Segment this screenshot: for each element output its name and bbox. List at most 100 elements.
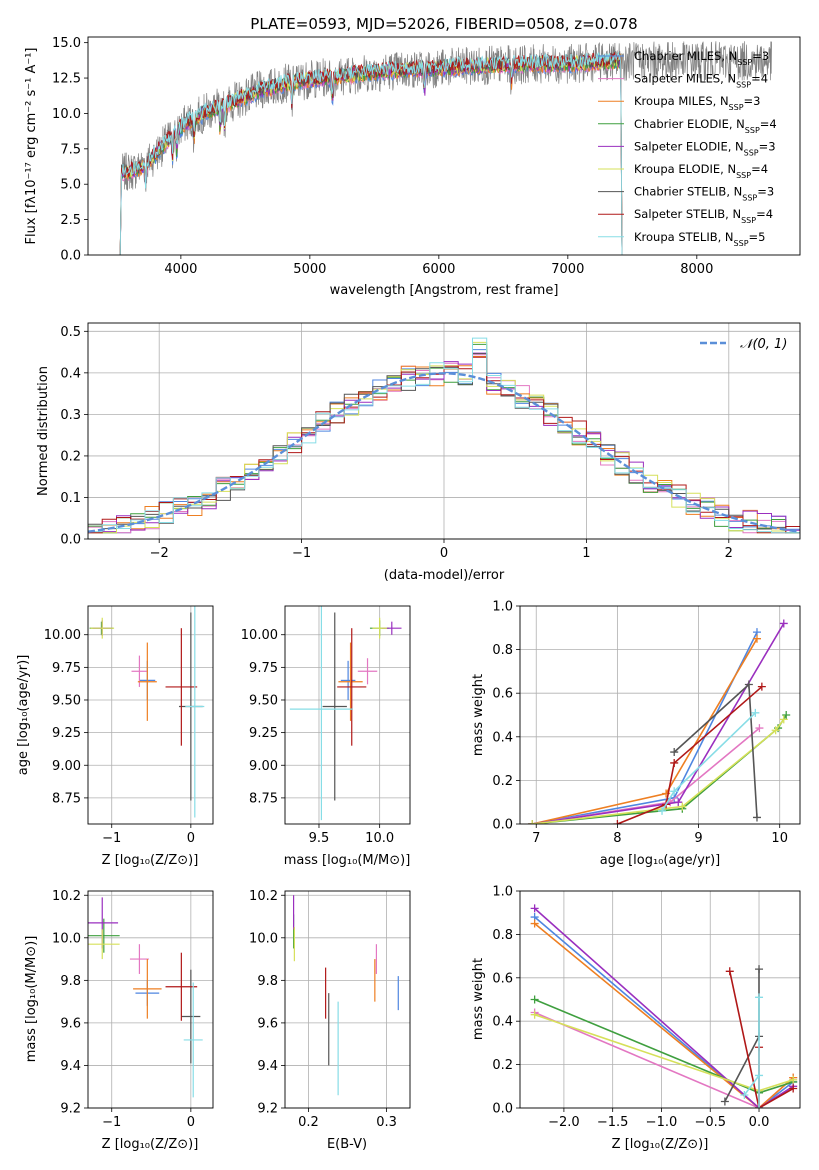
residuals-ytick-label: 0.5 [60, 325, 81, 340]
massweight-vs-age-ytick-label: 0.2 [492, 774, 513, 789]
massweight-vs-age-axes-frame [519, 605, 801, 825]
spectrum-ylabel: Flux [fλ10⁻¹⁷ erg cm⁻² s⁻¹ A⁻¹] [24, 48, 39, 245]
spectrum-ticks: 4000 5000 6000 7000 8000 0.0 2.5 5.0 7.5 10.0 12.5… [52, 36, 713, 277]
residuals-xtick-label: 1 [582, 546, 590, 561]
massweight-vs-Z-ytick-label: 0.8 [492, 928, 513, 943]
series-line-kroupa-miles [534, 922, 794, 1108]
residuals-ylabel: Normed distribution [36, 366, 51, 496]
spectrum-xtick-label: 8000 [680, 262, 713, 277]
massweight-vs-Z-ytick-label: 0.6 [492, 971, 513, 986]
age-vs-Z-xtick-label: 0 [187, 831, 195, 846]
age-vs-mass-ticks: 9.5 10.0 8.75 9.00 9.25 9.50 9.75 10.00 [241, 628, 394, 846]
spectrum-legend: Chabrier MILES, NSSP=3 Salpeter MILES, NS… [598, 49, 777, 247]
model-spectrum-salpeter-stelib [119, 52, 623, 255]
spectrum-xtick-label: 7000 [551, 262, 584, 277]
series-marker-salpeter-stelib [789, 1084, 798, 1093]
massweight-vs-Z-panel: −2.0 −1.5 −1.0 −0.5 0.0 0.0 0.2 0.4 0.6 0.8 1.0 Z … [471, 885, 801, 1152]
legend-label-kroupa-elodie: Kroupa ELODIE, NSSP=4 [634, 162, 768, 180]
residuals-xtick-label: 0 [440, 546, 448, 561]
residuals-ytick-label: 0.1 [60, 491, 81, 506]
residuals-xtick-label: −2 [150, 546, 169, 561]
mass-vs-EBV-axes-frame [284, 890, 411, 1109]
series-line-kroupa-stelib [743, 997, 760, 1108]
legend-label-chabrier-elodie: Chabrier ELODIE, NSSP=4 [634, 117, 777, 135]
age-vs-Z-ytick-label: 8.75 [52, 791, 81, 806]
age-vs-mass-ytick-label: 8.75 [249, 791, 278, 806]
series-marker-salpeter-stelib [670, 758, 679, 767]
massweight-vs-age-ytick-label: 0.6 [492, 687, 513, 702]
mass-vs-EBV-grid [285, 891, 410, 1109]
series-line-chabrier-miles [534, 916, 794, 1108]
massweight-vs-age-xtick-label: 7 [532, 831, 540, 846]
massweight-vs-age-xlabel: age [log₁₀(age/yr)] [600, 853, 721, 868]
model-spectrum-salpeter-elodie [119, 54, 623, 255]
mass-vs-EBV-ytick-label: 9.2 [257, 1102, 278, 1117]
mass-vs-Z-ytick-label: 9.6 [60, 1016, 81, 1031]
massweight-vs-Z-ylabel: mass weight [471, 958, 486, 1040]
residuals-panel: −2 −1 0 1 2 0.0 0.1 0.2 0.3 0.4 0.5 (data-model)/e… [36, 322, 801, 583]
massweight-vs-Z-ytick-label: 1.0 [492, 885, 513, 900]
spectrum-xtick-label: 4000 [164, 262, 197, 277]
series-marker-salpeter-elodie [779, 619, 788, 628]
age-vs-mass-ytick-label: 9.75 [249, 661, 278, 676]
age-vs-Z-panel: −1 0 8.75 9.00 9.25 9.50 9.75 10.00 Z [log₁₀(Z/… [16, 605, 214, 868]
model-spectrum-chabrier-elodie [119, 54, 623, 255]
age-vs-mass-plot-area [289, 606, 402, 821]
mass-vs-Z-axes-frame [87, 890, 214, 1109]
series-line-salpeter-stelib [617, 686, 763, 824]
series-marker-chabrier-elodie [782, 711, 791, 719]
mass-vs-Z-xlabel: Z [log₁₀(Z/Z⊙)] [102, 1137, 199, 1152]
massweight-vs-age-xtick-label: 8 [613, 831, 621, 846]
legend-label-chabrier-miles: Chabrier MILES, NSSP=3 [634, 49, 769, 67]
gaussian-curve [88, 372, 800, 533]
massweight-vs-age-plot-area [528, 619, 791, 824]
massweight-vs-age-ytick-label: 0.8 [492, 643, 513, 658]
mass-vs-EBV-panel: 0.2 0.3 9.2 9.4 9.6 9.8 10.0 10.2 E(B-V) [249, 889, 411, 1152]
residuals-xtick-label: 2 [725, 546, 733, 561]
series-line-kroupa-miles [532, 638, 758, 824]
series-marker-kroupa-stelib [755, 1071, 764, 1080]
model-spectrum-chabrier-miles [119, 58, 623, 255]
series-marker-kroupa-stelib [670, 787, 679, 796]
mass-vs-EBV-plot-area [292, 895, 399, 1096]
age-vs-mass-ytick-label: 9.00 [249, 759, 278, 774]
spectrum-plot-area [119, 41, 772, 255]
mass-vs-Z-ytick-label: 9.8 [60, 974, 81, 989]
series-marker-kroupa-elodie [530, 1010, 539, 1019]
mass-vs-Z-panel: −1 09.29.49.69.810.010.2 Z [log₁₀(Z/Z⊙)] … [24, 889, 214, 1152]
legend-label-salpeter-elodie: Salpeter ELODIE, NSSP=3 [634, 139, 776, 157]
massweight-vs-age-ytick-label: 0.4 [492, 730, 513, 745]
model-spectrum-kroupa-elodie [119, 53, 623, 255]
mass-vs-Z-ticks: −1 0 9.2 9.4 9.6 9.8 10.0 10.2 [52, 889, 195, 1130]
legend-label-salpeter-miles: Salpeter MILES, NSSP=4 [634, 72, 768, 90]
legend-label-kroupa-miles: Kroupa MILES, NSSP=3 [634, 94, 760, 112]
massweight-vs-age-xtick-label: 10 [771, 831, 788, 846]
series-marker-salpeter-elodie [530, 904, 539, 913]
spectrum-title: PLATE=0593, MJD=52026, FIBERID=0508, z=0… [250, 15, 637, 33]
series-marker-salpeter-stelib [725, 967, 734, 976]
age-vs-Z-ticks: −1 0 8.75 9.00 9.25 9.50 9.75 10.00 [44, 628, 195, 846]
massweight-vs-Z-xtick-label: 0.0 [749, 1115, 770, 1130]
age-vs-mass-panel: 9.5 10.0 8.75 9.00 9.25 9.50 9.75 10.00 mass [l… [241, 605, 411, 868]
age-vs-mass-xtick-label: 10.0 [365, 831, 394, 846]
massweight-vs-Z-xtick-label: −1.5 [597, 1115, 629, 1130]
age-vs-Z-ylabel: age [log₁₀(age/yr)] [16, 655, 31, 776]
massweight-vs-Z-axes-frame [519, 890, 801, 1109]
series-marker-salpeter-elodie [674, 798, 683, 807]
age-vs-Z-ytick-label: 9.00 [52, 759, 81, 774]
massweight-vs-age-ylabel: mass weight [471, 674, 486, 756]
series-line-salpeter-stelib [729, 971, 794, 1108]
massweight-vs-age-ticks: 7 8 9 10 0.0 0.2 0.4 0.6 0.8 1.0 [492, 600, 788, 847]
mass-vs-Z-grid [88, 891, 213, 1109]
mass-vs-Z-ytick-label: 10.0 [52, 931, 81, 946]
series-marker-kroupa-elodie [779, 715, 788, 724]
mass-vs-Z-ylabel: mass [log₁₀(M/M⊙)] [24, 936, 39, 1063]
mass-vs-Z-xtick-label: −1 [102, 1115, 121, 1130]
massweight-vs-age-ytick-label: 1.0 [492, 600, 513, 615]
series-marker-chabrier-stelib [720, 1097, 729, 1106]
series-marker-chabrier-elodie [530, 995, 539, 1004]
series-marker-kroupa-miles [752, 634, 761, 643]
residuals-plot-area [88, 337, 800, 539]
spectrum-ytick-label: 7.5 [60, 142, 81, 157]
residuals-ytick-label: 0.2 [60, 449, 81, 464]
